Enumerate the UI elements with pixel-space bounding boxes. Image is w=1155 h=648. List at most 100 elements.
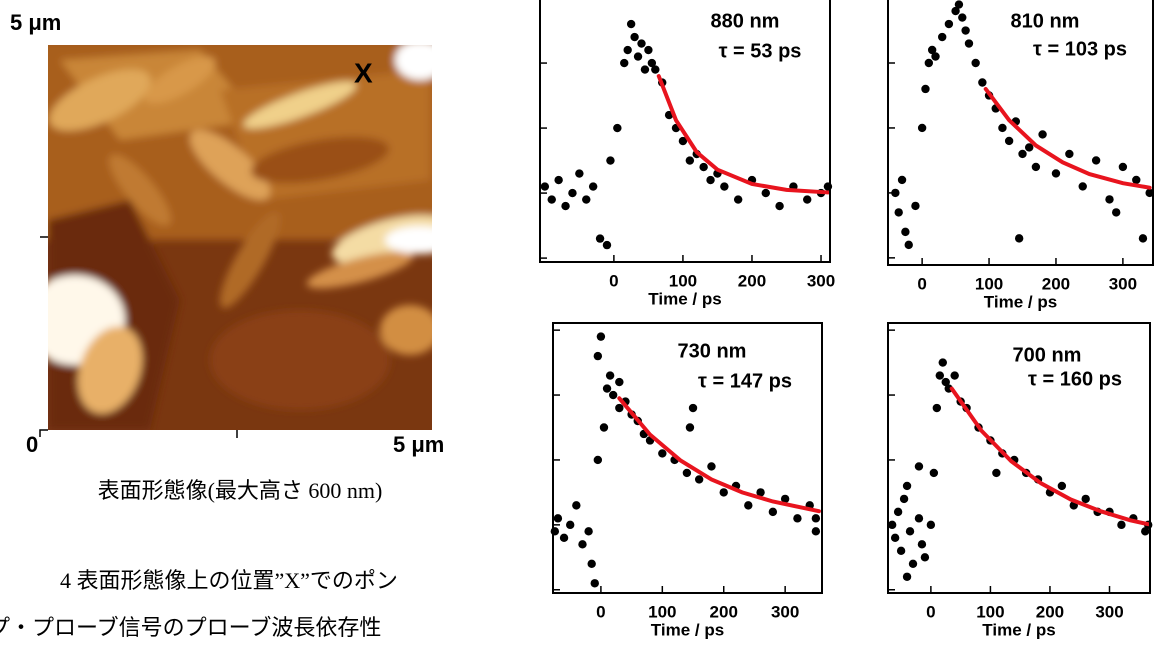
data-point	[734, 195, 742, 203]
data-point	[651, 65, 659, 73]
data-point	[603, 384, 611, 392]
data-point	[1005, 137, 1013, 145]
data-point	[1117, 521, 1125, 529]
data-point	[644, 46, 652, 54]
data-point	[554, 176, 562, 184]
data-point	[561, 202, 569, 210]
x-axis-label: Time / ps	[982, 620, 1055, 639]
data-point	[921, 85, 929, 93]
x-tick-label: 100	[669, 271, 697, 290]
annotation: τ = 103 ps	[1033, 38, 1127, 60]
data-point	[584, 527, 592, 535]
data-point	[971, 59, 979, 67]
x-tick-label: 0	[917, 274, 926, 293]
x-tick-label: 200	[1042, 274, 1070, 293]
data-point	[911, 202, 919, 210]
annotation: τ = 160 ps	[1028, 368, 1122, 390]
x-tick-label: 300	[1095, 602, 1123, 621]
data-point	[915, 462, 923, 470]
data-point	[891, 534, 899, 542]
data-point	[686, 423, 694, 431]
data-point	[1065, 150, 1073, 158]
data-point	[606, 156, 614, 164]
data-point	[938, 33, 946, 41]
data-point	[918, 540, 926, 548]
data-point	[901, 228, 909, 236]
annotation: 730 nm	[678, 340, 747, 362]
data-point	[931, 52, 939, 60]
data-point	[603, 241, 611, 249]
data-point	[615, 404, 623, 412]
data-point	[933, 404, 941, 412]
data-point	[930, 469, 938, 477]
data-point	[898, 176, 906, 184]
fit-line	[952, 389, 1149, 525]
x-tick-label: 100	[648, 602, 676, 621]
x-tick-label: 300	[1109, 274, 1137, 293]
data-point	[927, 521, 935, 529]
data-point	[998, 124, 1006, 132]
data-point	[627, 20, 635, 28]
data-point	[568, 189, 576, 197]
data-point	[587, 560, 595, 568]
fit-line	[659, 76, 828, 192]
data-point	[620, 59, 628, 67]
afm-caption: 表面形態像(最大高さ 600 nm)	[98, 478, 383, 503]
data-point	[793, 514, 801, 522]
x-tick-label: 200	[710, 602, 738, 621]
data-point	[900, 495, 908, 503]
data-point	[575, 169, 583, 177]
data-point	[1139, 234, 1147, 242]
data-point	[594, 352, 602, 360]
data-point	[548, 195, 556, 203]
data-point	[945, 20, 953, 28]
data-point	[637, 39, 645, 47]
data-point	[812, 514, 820, 522]
data-point	[950, 371, 958, 379]
data-point	[775, 202, 783, 210]
data-point	[1079, 182, 1087, 190]
data-point	[578, 540, 586, 548]
x-axis-label: Time / ps	[651, 620, 724, 639]
data-point	[600, 423, 608, 431]
x-tick-label: 0	[926, 602, 935, 621]
data-point	[597, 332, 605, 340]
data-point	[551, 527, 559, 535]
x-tick-label: 200	[1036, 602, 1064, 621]
data-point	[615, 378, 623, 386]
data-point	[812, 527, 820, 535]
figure-caption: 4 表面形態像上の位置”X”でのポン	[60, 568, 398, 593]
data-point	[566, 521, 574, 529]
axis-corner	[40, 430, 48, 437]
x-tick-label: 100	[976, 602, 1004, 621]
data-point	[1015, 234, 1023, 242]
x-axis-label: Time / ps	[984, 292, 1057, 311]
data-point	[1058, 482, 1066, 490]
data-point	[921, 553, 929, 561]
data-point	[706, 176, 714, 184]
data-point	[699, 163, 707, 171]
data-point	[769, 508, 777, 516]
afm-y-label: 5 μm	[10, 10, 61, 35]
data-point	[936, 371, 944, 379]
data-point	[803, 195, 811, 203]
data-point	[978, 78, 986, 86]
data-point	[961, 26, 969, 34]
data-point	[918, 124, 926, 132]
x-tick-label: 200	[738, 271, 766, 290]
data-point	[1119, 163, 1127, 171]
data-point	[1038, 130, 1046, 138]
afm-marker: X	[354, 57, 373, 88]
data-point	[744, 501, 752, 509]
data-point	[582, 195, 590, 203]
annotation: τ = 147 ps	[698, 370, 792, 392]
data-point	[613, 124, 621, 132]
data-point	[589, 182, 597, 190]
afm-image	[25, 40, 455, 430]
data-point	[915, 514, 923, 522]
data-point	[686, 156, 694, 164]
data-point	[903, 482, 911, 490]
data-point	[939, 358, 947, 366]
annotation: τ = 53 ps	[719, 40, 802, 62]
data-point	[925, 59, 933, 67]
